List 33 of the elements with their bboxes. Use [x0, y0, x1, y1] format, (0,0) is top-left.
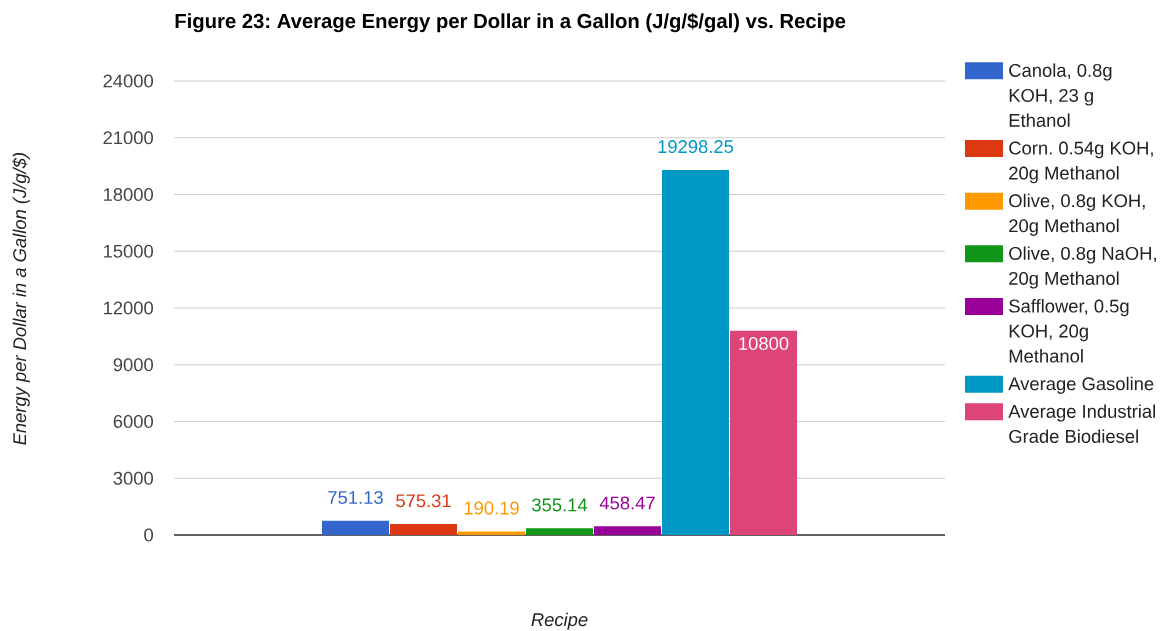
data-label: 575.31	[396, 494, 451, 508]
bar	[322, 520, 389, 535]
bar	[458, 531, 525, 535]
x-axis-title: Recipe	[531, 612, 588, 630]
legend-label: Average Gasoline	[1008, 376, 1154, 394]
data-label: 751.13	[328, 490, 383, 504]
bar	[526, 528, 593, 535]
y-tick-label: 6000	[113, 414, 154, 429]
y-tick-label: 12000	[103, 301, 154, 315]
y-tick-label: 0	[144, 528, 154, 542]
data-label: 190.19	[464, 501, 519, 515]
legend-label: Average Industrial Grade Biodiesel	[1008, 404, 1155, 443]
bar	[730, 330, 797, 535]
y-tick-label: 15000	[103, 244, 154, 258]
y-tick-label: 9000	[113, 358, 154, 372]
legend-label: Olive, 0.8g KOH, 20g Methanol	[1009, 193, 1145, 236]
y-tick-label: 21000	[103, 131, 154, 145]
legend-label: Olive, 0.8g NaOH, 20g Methanol	[1009, 246, 1156, 289]
data-label: 355.14	[532, 498, 588, 512]
y-tick-label: 18000	[103, 187, 154, 202]
legend-label: Safflower, 0.5g KOH, 20g Methanol	[1009, 299, 1129, 363]
bar	[390, 524, 457, 535]
data-label: 19298.25	[658, 140, 734, 154]
data-label: 10800	[739, 336, 789, 350]
y-axis-title: Energy per Dollar in a Gallon (J/g/$)	[12, 153, 30, 445]
bar	[594, 526, 661, 535]
chart-title: Figure 23: Average Energy per Dollar in a Gallon (J/g/$/gal) vs. Recipe	[175, 12, 846, 33]
y-tick-label: 3000	[113, 471, 154, 485]
y-tick-label: 24000	[103, 74, 154, 88]
legend-label: Corn. 0.54g KOH, 20g Methanol	[1009, 141, 1153, 184]
bar	[662, 169, 729, 535]
data-label: 458.47	[599, 496, 655, 510]
legend-label: Canola, 0.8g KOH, 23 g Ethanol	[1009, 63, 1112, 127]
